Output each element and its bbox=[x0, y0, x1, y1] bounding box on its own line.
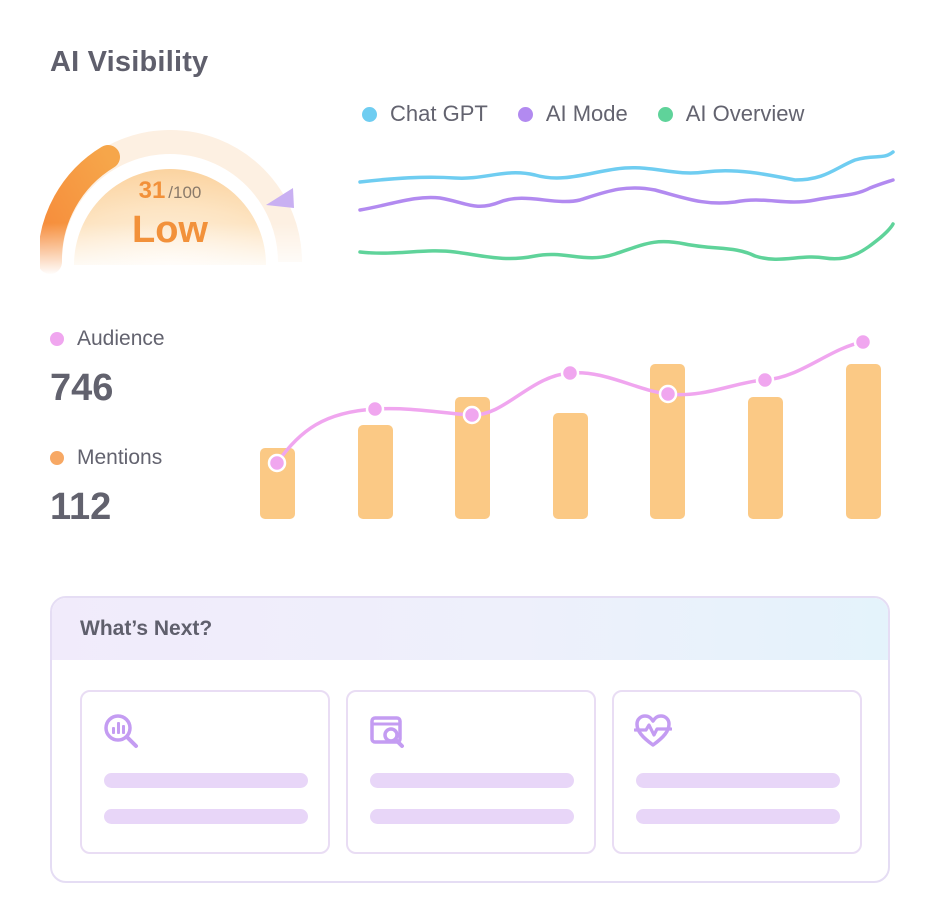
tile-placeholder-line bbox=[636, 809, 840, 824]
audience-point bbox=[462, 405, 482, 425]
trend-legend: Chat GPT AI Mode AI Overview bbox=[362, 101, 834, 127]
gauge-score-max: /100 bbox=[168, 183, 202, 202]
trend-line-ai-mode bbox=[358, 178, 895, 212]
audience-point bbox=[853, 332, 873, 352]
legend-item-ai-mode: AI Mode bbox=[517, 101, 628, 127]
tile-placeholder-line bbox=[104, 809, 308, 824]
audience-label-text: Audience bbox=[77, 327, 165, 350]
audience-point bbox=[755, 370, 775, 390]
gauge-score: 31/100 bbox=[40, 177, 300, 205]
mentions-label-text: Mentions bbox=[77, 446, 163, 469]
legend-label-chatgpt: Chat GPT bbox=[390, 101, 488, 126]
tile-placeholder-line bbox=[636, 773, 840, 788]
legend-label-ai-mode: AI Mode bbox=[545, 101, 628, 126]
tile-placeholder-line bbox=[370, 773, 574, 788]
metric-mentions-value: 112 bbox=[50, 486, 112, 528]
next-tile-health[interactable] bbox=[612, 690, 862, 854]
legend-dot-chatgpt bbox=[362, 106, 377, 122]
audience-point bbox=[267, 453, 287, 473]
tile-placeholder-line bbox=[370, 809, 574, 824]
legend-item-ai-overview: AI Overview bbox=[657, 101, 805, 127]
gauge-marker bbox=[266, 188, 294, 208]
mentions-bar bbox=[553, 413, 588, 519]
legend-dot-ai-mode bbox=[517, 106, 533, 122]
trend-lines-chart bbox=[358, 150, 895, 261]
mentions-dot bbox=[50, 451, 64, 465]
gauge-graphic bbox=[40, 130, 310, 275]
heart-pulse-icon bbox=[634, 714, 672, 747]
mentions-bar bbox=[846, 364, 881, 519]
gauge-level: Low bbox=[132, 209, 208, 251]
search-chart-icon bbox=[104, 714, 138, 748]
whats-next-card: What’s Next? bbox=[50, 596, 890, 883]
audience-dot bbox=[50, 332, 64, 346]
metric-mentions-label: Mentions bbox=[50, 446, 162, 470]
audience-point bbox=[560, 363, 580, 383]
audience-point bbox=[365, 399, 385, 419]
browser-search-icon bbox=[370, 716, 404, 748]
audience-mentions-chart bbox=[260, 332, 881, 519]
next-tile-site-audit[interactable] bbox=[346, 690, 596, 854]
metric-audience-label: Audience bbox=[50, 327, 165, 351]
visibility-gauge: 31/100 Low bbox=[40, 105, 310, 275]
legend-dot-ai-overview bbox=[657, 106, 673, 122]
next-tile-search-analytics[interactable] bbox=[80, 690, 330, 854]
trend-line-chatgpt bbox=[358, 150, 895, 184]
whats-next-tiles bbox=[80, 690, 862, 854]
mentions-bar bbox=[455, 397, 490, 519]
tile-placeholder-line bbox=[104, 773, 308, 788]
mentions-bar bbox=[748, 397, 783, 519]
legend-item-chatgpt: Chat GPT bbox=[362, 101, 488, 127]
whats-next-title: What’s Next? bbox=[80, 617, 213, 640]
trend-line-ai-overview bbox=[358, 222, 895, 261]
whats-next-header: What’s Next? bbox=[52, 598, 888, 660]
mentions-bar bbox=[650, 364, 685, 519]
audience-point bbox=[658, 384, 678, 404]
metric-audience-value: 746 bbox=[50, 367, 114, 409]
legend-label-ai-overview: AI Overview bbox=[685, 101, 805, 126]
page-title: AI Visibility bbox=[50, 46, 209, 78]
mentions-bar bbox=[358, 425, 393, 519]
gauge-score-value: 31 bbox=[138, 177, 166, 204]
